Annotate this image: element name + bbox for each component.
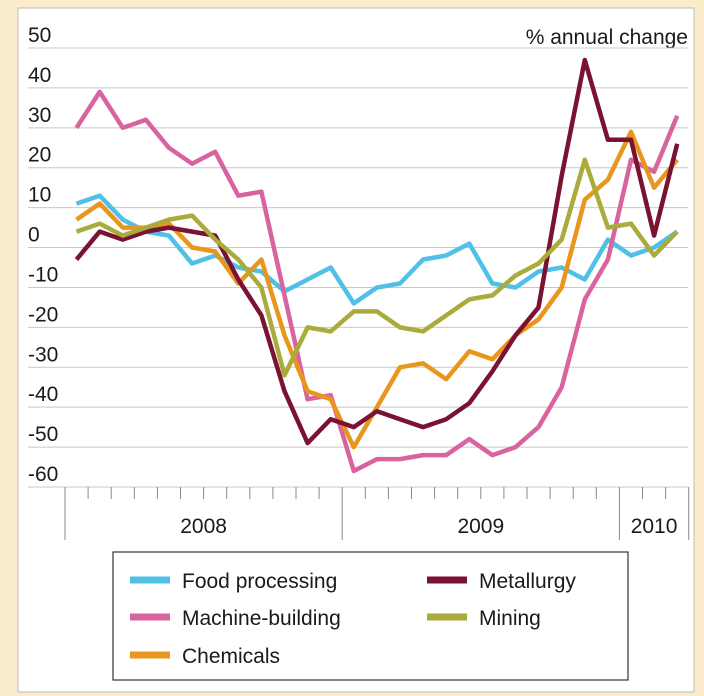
y-tick-label: -50 [28,423,58,446]
y-tick-label: 50 [28,24,51,47]
series-line [74,89,680,474]
series-line [75,157,679,378]
series-line [75,129,679,450]
y-tick-label: 20 [28,144,51,167]
y-tick-label: -40 [28,383,58,406]
y-tick-label: -20 [28,303,58,326]
x-group-label: 2008 [180,515,227,538]
y-tick-label: 30 [28,104,51,127]
y-tick-label: 40 [28,64,51,87]
legend-label: Mining [479,607,541,630]
legend-label: Chemicals [182,645,280,668]
y-tick-label: 0 [28,224,40,247]
unit-label: % annual change [526,26,688,49]
series-line [74,57,680,446]
series-line [75,193,679,306]
x-group-label: 2009 [457,515,504,538]
x-group-label: 2010 [631,515,678,538]
legend-box [112,551,629,681]
legend-label: Food processing [182,570,337,593]
legend-label: Metallurgy [479,570,576,593]
y-tick-label: -60 [28,463,58,486]
y-tick-label: -10 [28,263,58,286]
y-tick-label: 10 [28,184,51,207]
y-tick-label: -30 [28,343,58,366]
legend-label: Machine-building [182,607,341,630]
